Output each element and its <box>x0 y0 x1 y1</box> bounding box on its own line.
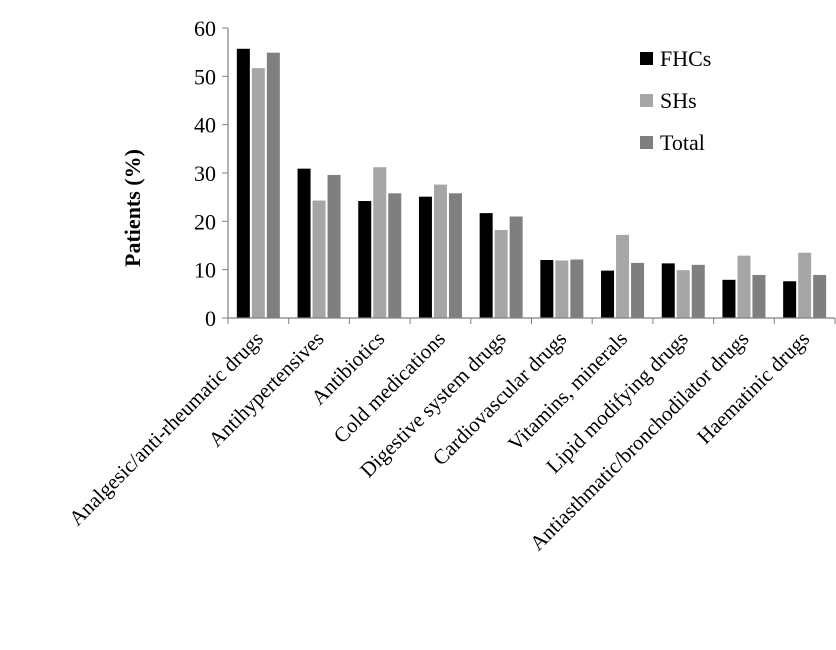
y-tick-label: 60 <box>194 16 216 41</box>
x-axis-labels: Analgesic/anti-rheumatic drugsAntihypert… <box>64 327 814 556</box>
bar-total-2 <box>327 174 341 318</box>
bar-fhcs-2 <box>297 168 311 318</box>
bar-fhcs-10 <box>783 281 797 318</box>
bar-total-7 <box>631 262 645 318</box>
legend-swatch-shs <box>640 94 653 107</box>
y-tick-label: 10 <box>194 258 216 283</box>
y-tick-label: 20 <box>194 209 216 234</box>
bar-fhcs-5 <box>479 213 493 318</box>
legend-swatch-total <box>640 136 653 149</box>
legend-swatch-fhcs <box>640 52 653 65</box>
bar-total-5 <box>509 216 523 318</box>
bar-shs-3 <box>373 167 387 318</box>
legend-label-total: Total <box>660 130 705 155</box>
bar-fhcs-1 <box>236 48 250 319</box>
bar-fhcs-3 <box>358 201 372 318</box>
bar-shs-9 <box>737 255 751 318</box>
y-axis-label: Patients (%) <box>120 149 145 267</box>
y-tick-label: 0 <box>205 306 216 331</box>
bar-fhcs-6 <box>540 260 554 318</box>
bar-shs-1 <box>251 68 265 318</box>
bar-total-3 <box>388 193 402 318</box>
y-tick-label: 40 <box>194 113 216 138</box>
category-label-10: Haematinic drugs <box>692 327 814 449</box>
bar-fhcs-7 <box>601 270 615 318</box>
y-axis-ticks: 0 10 20 30 40 50 60 <box>194 16 228 331</box>
bar-shs-7 <box>616 234 630 318</box>
y-tick-label: 30 <box>194 161 216 186</box>
bar-shs-5 <box>494 230 508 318</box>
category-label-9: Antiasthmatic/bronchodilator drugs <box>525 327 754 556</box>
bar-shs-10 <box>798 252 812 318</box>
bar-fhcs-9 <box>722 279 736 318</box>
bar-total-10 <box>813 274 827 318</box>
bar-fhcs-8 <box>661 263 675 318</box>
legend: FHCs SHs Total <box>640 46 711 155</box>
bar-shs-6 <box>555 260 569 318</box>
y-tick-label: 50 <box>194 64 216 89</box>
axes <box>227 28 836 324</box>
bar-total-6 <box>570 259 584 318</box>
bar-total-9 <box>752 274 766 318</box>
bar-shs-2 <box>312 200 326 318</box>
bar-fhcs-4 <box>418 196 432 318</box>
bar-shs-8 <box>676 270 690 318</box>
bars <box>236 48 827 319</box>
bar-shs-4 <box>433 184 447 318</box>
bar-total-1 <box>266 52 280 319</box>
legend-label-shs: SHs <box>660 88 697 113</box>
bar-total-4 <box>448 193 462 318</box>
bar-total-8 <box>691 264 705 318</box>
legend-label-fhcs: FHCs <box>660 46 711 71</box>
